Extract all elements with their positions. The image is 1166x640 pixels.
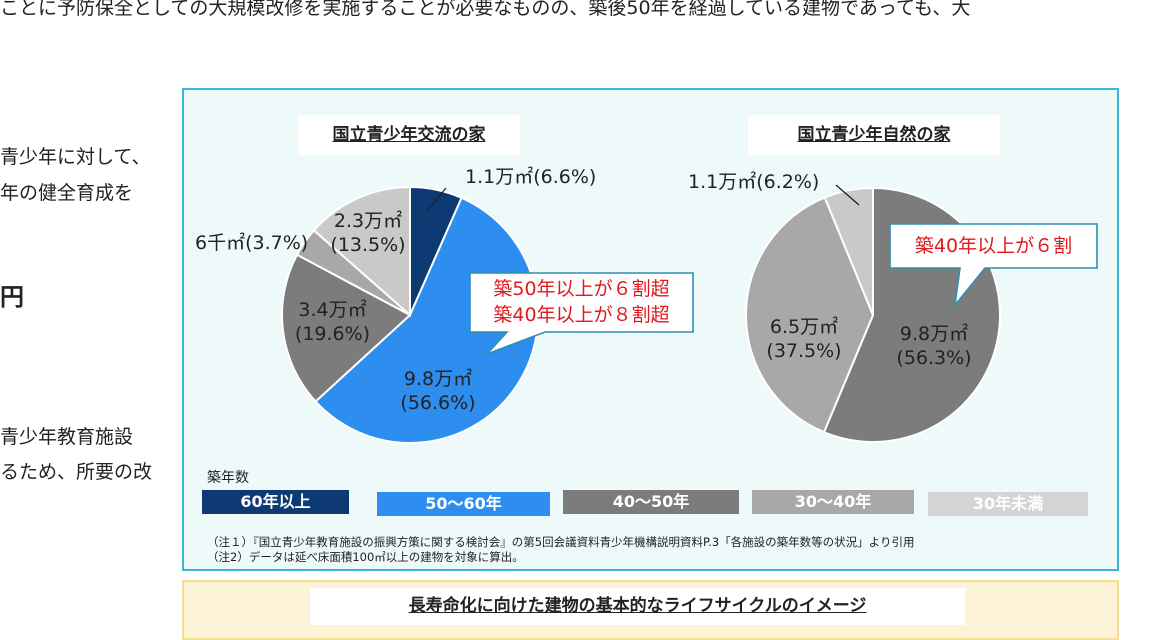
callout-text: 築40年以上が８割超: [493, 304, 670, 326]
leader-line: [426, 187, 447, 212]
pie-charts-svg: [281, 184, 1098, 444]
slice-label: 9.8万㎡ (56.6%): [400, 368, 476, 414]
legend-item-under30: 30年未満: [928, 492, 1088, 516]
slice-label: 2.3万㎡ (13.5%): [330, 210, 406, 256]
callout-bubble-kouryu: [469, 272, 694, 355]
callout-bubble-shizen: [889, 223, 1098, 308]
top-body-text: ことに予防保全としての大規模改修を実施することが必要なものの、築後50年を経過し…: [0, 0, 971, 19]
pie-slice: [745, 196, 875, 434]
body-text-heading: 円: [0, 283, 24, 311]
legend-title: 築年数: [207, 470, 249, 486]
callout-text: 築40年以上が６割: [914, 235, 1073, 257]
body-text-line: 青少年教育施設: [0, 426, 134, 448]
legend-item-60plus: 60年以上: [202, 490, 349, 514]
slice-label: 3.4万㎡ (19.6%): [294, 299, 371, 345]
pie-slice: [281, 253, 412, 403]
footnote: （注１）『国立青少年教育施設の振興方策に関する検討会』の第5回会議資料青少年機構…: [207, 535, 915, 549]
body-text-line: るため、所要の改: [0, 461, 153, 483]
footnote: （注2）データは延べ床面積100㎡以上の建物を対象に算出。: [207, 550, 524, 564]
chart-title-shizen: 国立青少年自然の家: [748, 115, 1000, 155]
slice-label: 1.1万㎡(6.2%): [688, 171, 820, 193]
legend-item-30-40: 30〜40年: [752, 490, 914, 514]
lifecycle-title: 長寿命化に向けた建物の基本的なライフサイクルのイメージ: [310, 588, 965, 625]
chart-title-kouryu: 国立青少年交流の家: [298, 115, 520, 155]
body-text-line: 年の健全育成を: [0, 182, 134, 204]
pie-slice: [312, 185, 411, 318]
pie-chart-kouryu: [281, 185, 540, 444]
body-text-line: 青少年に対して、: [0, 146, 151, 168]
pie-slice: [823, 186, 874, 316]
pie-slice: [314, 196, 540, 444]
legend-item-40-50: 40〜50年: [563, 490, 739, 514]
slice-label: 6千㎡(3.7%): [195, 232, 309, 254]
slice-label: 1.1万㎡(6.6%): [465, 166, 597, 188]
slice-label: 9.8万㎡ (56.3%): [896, 323, 972, 369]
leader-line: [835, 184, 860, 206]
slice-label: 6.5万㎡ (37.5%): [766, 316, 842, 362]
callout-text: 築50年以上が６割超: [493, 278, 670, 300]
legend-item-50-60: 50〜60年: [377, 492, 550, 516]
